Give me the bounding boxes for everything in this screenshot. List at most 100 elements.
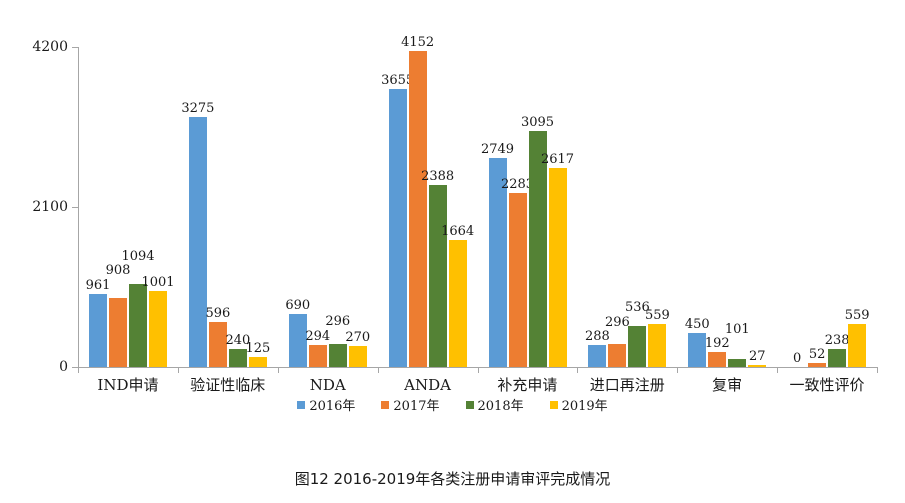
bar-2019年-验证性临床: [248, 357, 267, 367]
legend-swatch-icon: [549, 400, 558, 409]
data-label: 296: [325, 314, 351, 330]
bar-2016年-补充申请: [488, 157, 507, 367]
bar-2018年-一致性评价: [828, 348, 847, 367]
plot-area: [78, 47, 878, 368]
data-label: 1094: [121, 248, 155, 264]
x-axis-tick: [378, 368, 379, 373]
x-axis-tick: [777, 368, 778, 373]
legend-swatch-icon: [465, 400, 474, 409]
data-label: 101: [724, 321, 750, 337]
x-axis-tick: [278, 368, 279, 373]
data-label: 2617: [540, 151, 575, 167]
category-label: IND申请: [97, 376, 159, 394]
bar-2017年-ANDA: [408, 50, 427, 367]
legend-label: 2016年: [309, 399, 356, 414]
bar-2016年-复审: [688, 332, 707, 367]
bar-2018年-补充申请: [528, 131, 547, 367]
x-axis-tick: [677, 368, 678, 373]
data-label: 2283: [500, 177, 535, 193]
bar-2019年-复审: [748, 364, 767, 367]
category-label: 验证性临床: [190, 376, 266, 394]
y-axis-tick: [72, 367, 78, 368]
category-label: ANDA: [404, 376, 451, 394]
data-label: 0: [792, 351, 802, 366]
data-label: 1664: [441, 224, 475, 240]
y-axis-tick: [72, 47, 78, 48]
data-label: 192: [704, 336, 730, 352]
x-axis-tick: [178, 368, 179, 373]
bar-2018年-IND申请: [129, 283, 147, 367]
legend-swatch-icon: [381, 400, 390, 409]
x-axis-tick: [577, 368, 578, 373]
legend-item-2018年: 2018年: [465, 395, 524, 414]
bar-2017年-一致性评价: [808, 363, 827, 367]
data-label: 125: [245, 341, 271, 357]
data-label: 240: [225, 332, 251, 348]
bar-2019年-ANDA: [448, 240, 467, 367]
data-label: 288: [584, 329, 610, 345]
bar-2017年-验证性临床: [208, 321, 227, 367]
legend-label: 2019年: [561, 399, 608, 414]
bar-2019年-一致性评价: [848, 324, 867, 367]
chart-title: 图12 2016-2019年各类注册申请审评完成情况: [294, 470, 611, 488]
data-label: 27: [748, 348, 766, 364]
data-label: 908: [105, 263, 131, 279]
data-label: 296: [604, 314, 630, 330]
bar-2017年-NDA: [308, 344, 327, 367]
category-label: 补充申请: [497, 376, 558, 394]
x-axis-tick: [478, 368, 479, 373]
x-axis-tick: [78, 368, 79, 373]
y-axis-tick-label: 2100: [32, 199, 68, 215]
bar-2016年-IND申请: [89, 293, 107, 367]
y-axis-tick: [72, 207, 78, 208]
bar-2016年-验证性临床: [188, 117, 207, 367]
bar-2017年-进口再注册: [608, 344, 627, 367]
category-label: NDA: [309, 376, 346, 394]
bar-2016年-ANDA: [388, 88, 407, 367]
category-label: 进口再注册: [589, 376, 665, 394]
bar-2019年-进口再注册: [648, 324, 667, 367]
data-label: 1001: [141, 274, 175, 290]
bar-2019年-补充申请: [548, 167, 567, 367]
data-label: 3655: [381, 72, 415, 88]
data-label: 961: [85, 277, 111, 293]
data-label: 52: [808, 347, 826, 363]
legend: 2016年 2017年 2018年 2019年: [0, 395, 905, 414]
data-label: 3275: [181, 101, 215, 117]
data-label: 2749: [480, 141, 515, 157]
legend-label: 2018年: [477, 399, 524, 414]
y-axis-tick-label: 0: [59, 359, 68, 375]
bar-2019年-IND申请: [149, 290, 167, 367]
legend-item-2017年: 2017年: [381, 395, 440, 414]
bar-2017年-IND申请: [109, 297, 127, 367]
data-label: 4152: [401, 34, 435, 50]
x-axis-tick: [877, 368, 878, 373]
data-label: 690: [285, 298, 311, 314]
data-label: 559: [844, 308, 870, 324]
bar-2018年-ANDA: [428, 185, 447, 367]
data-label: 270: [345, 330, 371, 346]
data-label: 3095: [520, 115, 555, 131]
data-label: 2388: [421, 169, 455, 185]
bar-2016年-进口再注册: [588, 345, 607, 367]
data-label: 596: [205, 305, 231, 321]
legend-swatch-icon: [297, 400, 306, 409]
bar-2016年-NDA: [288, 314, 307, 367]
data-label: 536: [624, 300, 650, 316]
y-axis-tick-label: 4200: [32, 39, 68, 55]
data-label: 294: [305, 328, 331, 344]
category-label: 复审: [712, 376, 743, 394]
legend-item-2019年: 2019年: [549, 395, 608, 414]
legend-item-2016年: 2016年: [297, 395, 355, 414]
bar-2018年-进口再注册: [628, 326, 647, 367]
bar-2017年-复审: [708, 352, 727, 367]
legend-label: 2017年: [393, 399, 440, 414]
data-label: 238: [824, 332, 850, 348]
bar-2019年-NDA: [348, 346, 367, 367]
bar-2018年-NDA: [328, 344, 347, 367]
category-label: 一致性评价: [789, 376, 865, 394]
data-label: 450: [684, 316, 710, 332]
bar-2018年-验证性临床: [228, 348, 247, 367]
bar-2017年-补充申请: [508, 193, 527, 367]
